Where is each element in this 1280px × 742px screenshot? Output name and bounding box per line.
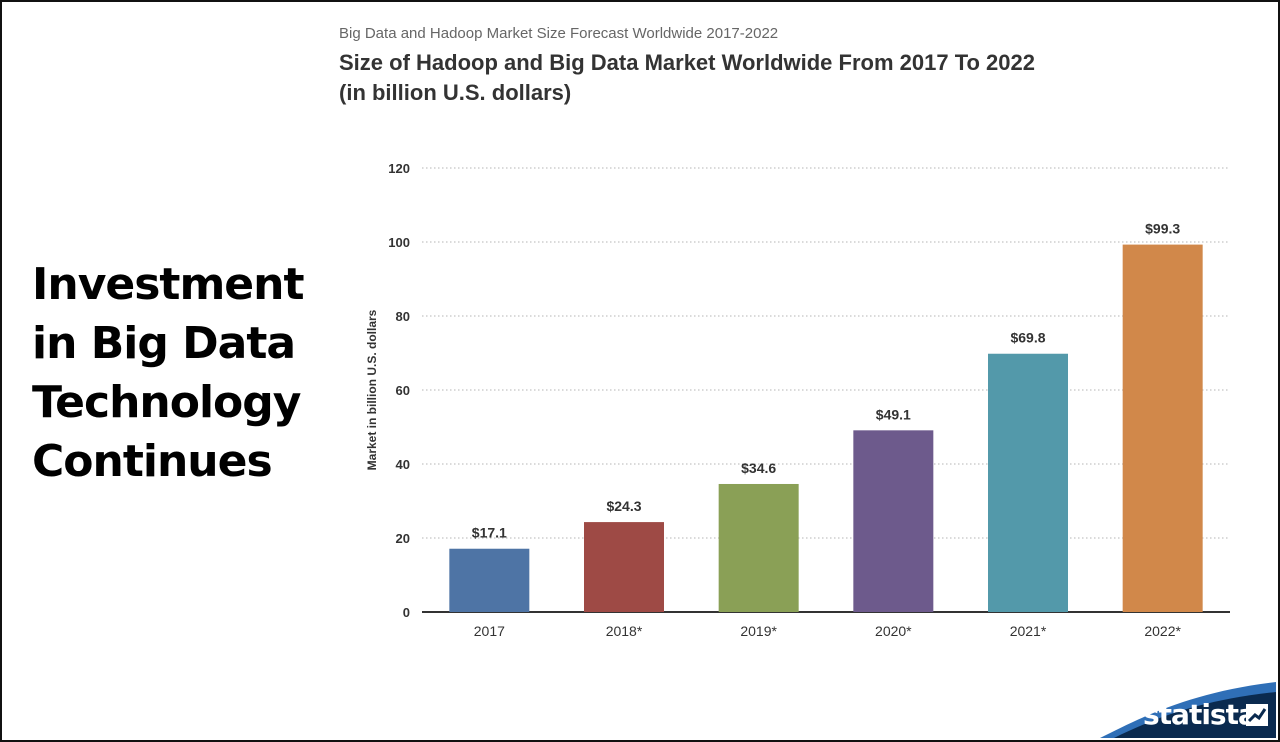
slide-title-line: in Big Data — [32, 318, 296, 369]
bar-value-label: $34.6 — [741, 460, 776, 476]
x-tick-label: 2022* — [1144, 623, 1181, 639]
bar-2017 — [449, 548, 530, 612]
y-tick-label: 60 — [396, 383, 410, 398]
chart-title-line: Size of Hadoop and Big Data Market World… — [339, 50, 1035, 75]
bar-value-label: $69.8 — [1010, 330, 1045, 346]
y-tick-label: 100 — [388, 235, 410, 250]
y-axis-label: Market in billion U.S. dollars — [365, 309, 379, 470]
chart-title-line: (in billion U.S. dollars) — [339, 80, 572, 105]
chart-subtitle: Big Data and Hadoop Market Size Forecast… — [339, 25, 779, 42]
y-tick-label: 120 — [388, 161, 410, 176]
statista-brand-swoosh — [1100, 682, 1276, 738]
slide-title: Investment in Big Data Technology Contin… — [32, 255, 322, 491]
statista-logo-text: statista — [1143, 698, 1257, 731]
x-tick-label: 2021* — [1010, 623, 1047, 639]
bar-2018 — [584, 522, 664, 612]
bar-2022 — [1122, 244, 1203, 612]
y-tick-label: 20 — [396, 531, 410, 546]
x-tick-label: 2018* — [606, 623, 643, 639]
bar-2020 — [853, 430, 934, 612]
bar-value-label: $49.1 — [876, 406, 911, 422]
statista-logo-icon — [1246, 704, 1268, 726]
slide-title-line: Investment — [32, 259, 305, 310]
y-tick-label: 0 — [403, 605, 410, 620]
chart-title: Size of Hadoop and Big Data Market World… — [339, 48, 1199, 108]
bar-value-label: $17.1 — [472, 525, 507, 541]
slide-title-line: Technology — [32, 377, 301, 428]
bar-value-label: $24.3 — [606, 498, 641, 514]
x-tick-label: 2017 — [474, 623, 505, 639]
bar-value-label: $99.3 — [1145, 221, 1180, 237]
x-tick-label: 2020* — [875, 623, 912, 639]
y-tick-label: 40 — [396, 457, 410, 472]
slide-title-line: Continues — [32, 436, 273, 487]
bar-2019 — [718, 483, 799, 612]
y-tick-label: 80 — [396, 309, 410, 324]
bar-2021 — [988, 353, 1068, 612]
x-tick-label: 2019* — [740, 623, 777, 639]
